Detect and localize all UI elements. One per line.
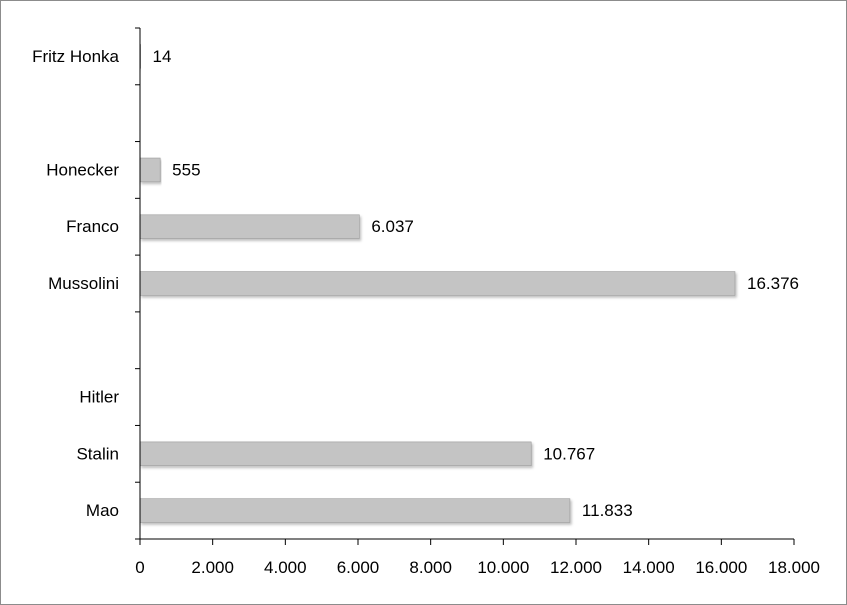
y-tick-label: Mussolini (48, 274, 119, 293)
data-label: 14 (153, 47, 172, 66)
labels: 11.833 10.767 16.376 6.037 555 14 Mao Stalin Hit… (32, 47, 820, 577)
x-tick-label: 14.000 (623, 558, 675, 577)
x-tick-label: 8.000 (409, 558, 452, 577)
data-label: 11.833 (582, 501, 633, 520)
data-label: 555 (172, 160, 200, 179)
bar-honecker (139, 157, 161, 183)
y-tick-label: Franco (66, 217, 119, 236)
bar-mao (139, 498, 571, 523)
x-tick-label: 10.000 (477, 558, 529, 577)
bar-series (139, 44, 736, 523)
x-tick-label: 0 (135, 558, 144, 577)
data-label: 16.376 (747, 274, 799, 293)
data-label: 10.767 (543, 444, 595, 463)
axes (135, 27, 795, 545)
y-tick-label: Honecker (46, 160, 119, 179)
x-tick-label: 2.000 (191, 558, 234, 577)
y-tick-label: Hitler (79, 388, 119, 407)
bar-stalin (139, 441, 532, 467)
x-tick-label: 16.000 (695, 558, 747, 577)
data-label: 6.037 (371, 217, 414, 236)
x-tick-label: 4.000 (264, 558, 307, 577)
y-tick-label: Stalin (76, 444, 119, 463)
bar-franco (139, 214, 360, 239)
x-tick-label: 6.000 (337, 558, 380, 577)
bar-mussolini (139, 271, 736, 296)
y-tick-label: Fritz Honka (32, 47, 119, 66)
y-tick-label: Mao (86, 501, 119, 520)
x-tick-label: 12.000 (550, 558, 602, 577)
x-tick-label: 18.000 (768, 558, 820, 577)
